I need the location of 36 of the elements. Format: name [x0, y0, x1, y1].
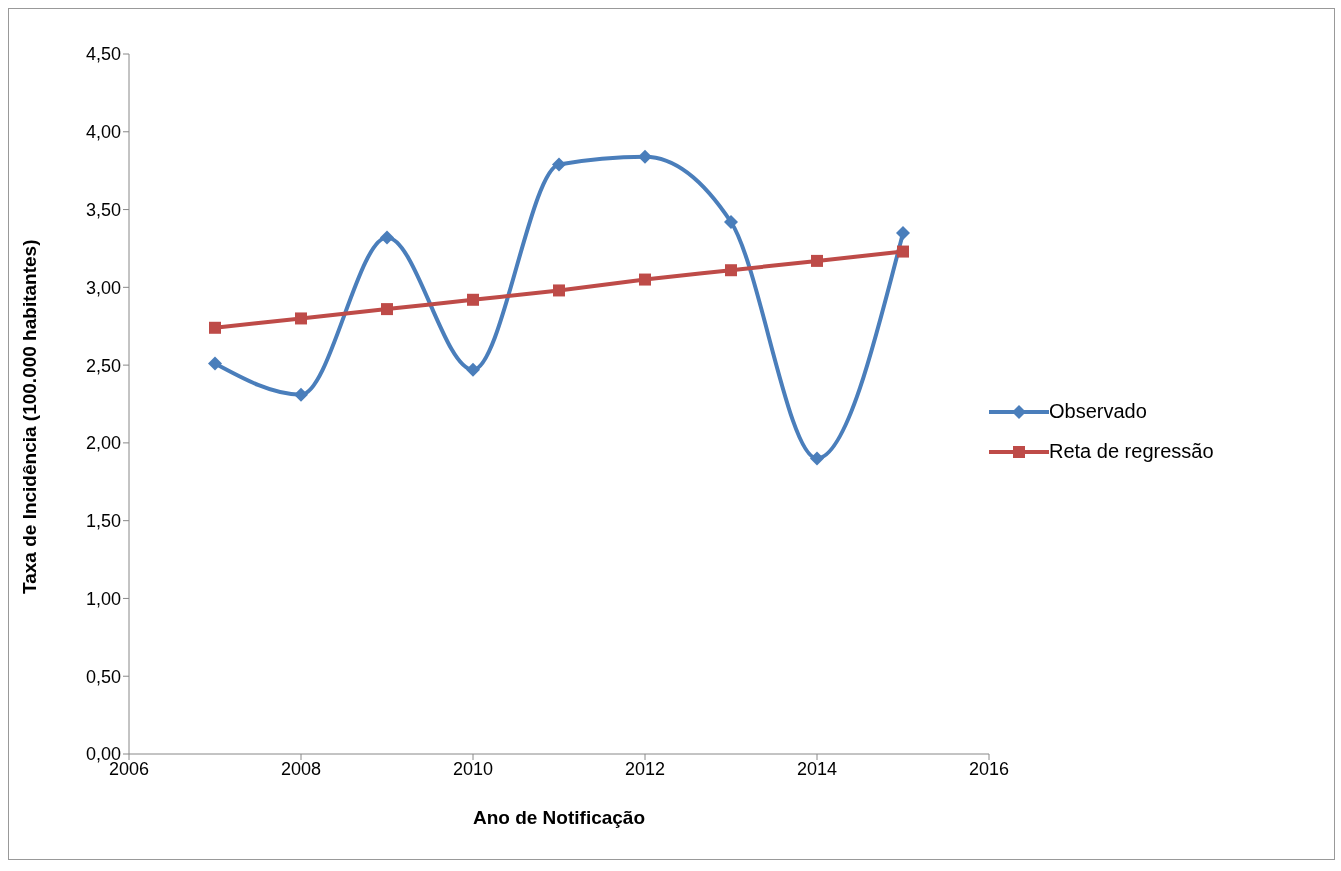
y-tick-label: 2,00 [85, 433, 121, 454]
point [381, 303, 393, 316]
y-tick-label: 3,50 [85, 199, 121, 220]
point [897, 245, 909, 258]
point [811, 254, 823, 267]
point [466, 362, 480, 377]
point [209, 321, 221, 334]
point [896, 225, 910, 240]
y-tick-label: 3,00 [85, 277, 121, 298]
y-tick-label: 0,50 [85, 666, 121, 687]
legend-label: Observado [1049, 400, 1147, 423]
point [295, 312, 307, 325]
x-tick-label: 2012 [624, 758, 666, 779]
y-axis-title: Taxa de Incidência (100.000 habitantes) [18, 239, 40, 594]
x-tick-label: 2010 [452, 758, 494, 779]
y-tick-label: 2,50 [85, 355, 121, 376]
point [810, 451, 824, 466]
y-tick-label: 1,00 [85, 588, 121, 609]
point [467, 293, 479, 306]
x-tick-label: 2008 [280, 758, 322, 779]
y-tick-label: 4,00 [85, 122, 121, 143]
point [639, 273, 651, 286]
point [552, 157, 566, 172]
y-tick-label: 1,50 [85, 511, 121, 532]
x-tick-label: 2016 [968, 758, 1010, 779]
point [208, 356, 222, 371]
point [638, 149, 652, 164]
y-tick-label: 4,50 [85, 44, 121, 65]
legend-label: Reta de regressão [1049, 440, 1214, 463]
point [380, 230, 394, 245]
x-axis-title: Ano de Notificação [472, 807, 646, 828]
point [294, 387, 308, 402]
x-tick-label: 2014 [796, 758, 838, 779]
point [553, 284, 565, 297]
point [724, 215, 738, 229]
point [725, 264, 737, 277]
